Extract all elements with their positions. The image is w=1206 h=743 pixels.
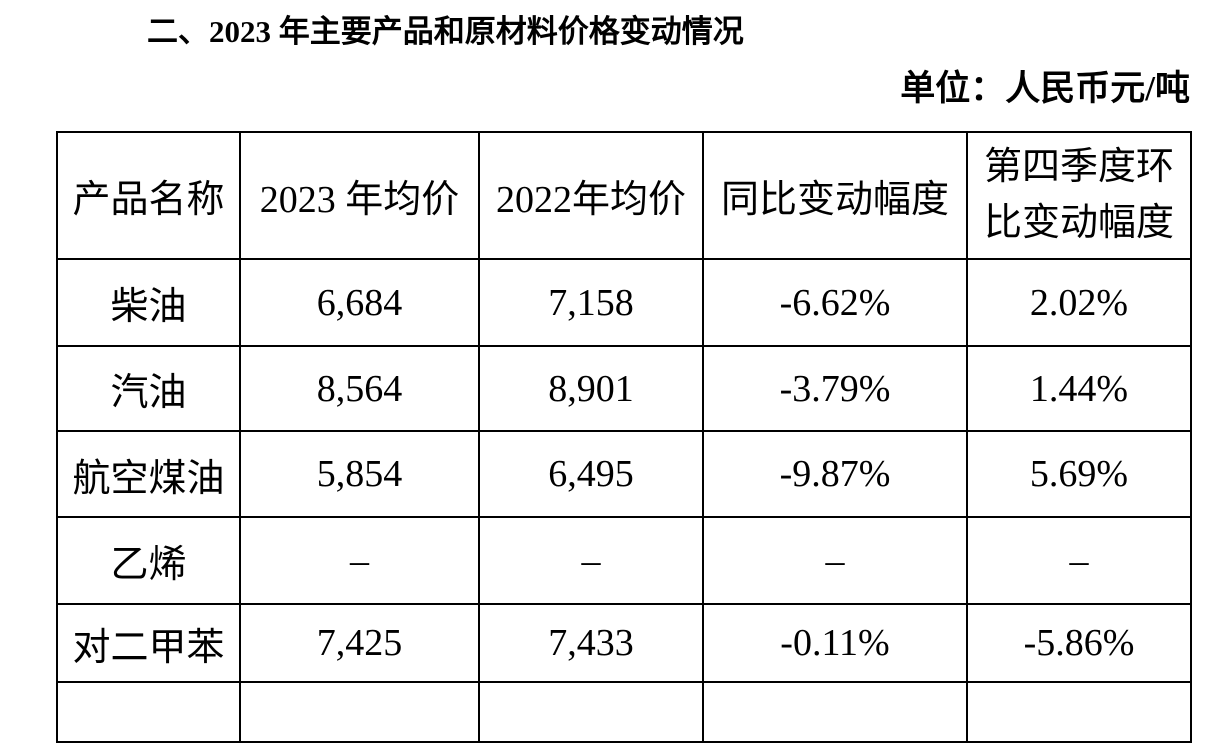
q4-qoq-change-cell: 5.69% xyxy=(966,430,1192,518)
avg-price-2023-cell: 7,425 xyxy=(239,603,480,683)
yoy-change-cell: -6.62% xyxy=(702,258,968,347)
table-row-gasoline: 汽油 8,564 8,901 -3.79% 1.44% xyxy=(56,345,1192,432)
price-table: 产品名称 2023 年均价 2022年均价 同比变动幅度 第四季度环 比变动幅度… xyxy=(56,131,1192,743)
avg-price-2022-cell: 8,901 xyxy=(478,345,704,432)
document-page: { "page": { "title": "二、2023 年主要产品和原材料价格… xyxy=(56,14,1192,743)
yoy-change-cell: -0.11% xyxy=(702,603,968,683)
avg-price-2022-cell: 7,158 xyxy=(478,258,704,347)
product-name-cell: 对二甲苯 xyxy=(56,603,241,683)
q4-qoq-change-cell: 1.44% xyxy=(966,345,1192,432)
product-name-cell: 柴油 xyxy=(56,258,241,347)
col-header-product-name: 产品名称 xyxy=(56,131,241,260)
yoy-change-cell: -3.79% xyxy=(702,345,968,432)
section-title: 二、2023 年主要产品和原材料价格变动情况 xyxy=(147,14,744,49)
q4-qoq-change-cell xyxy=(966,681,1192,743)
avg-price-2022-cell xyxy=(478,681,704,743)
q4-qoq-change-cell: -5.86% xyxy=(966,603,1192,683)
header-row: 产品名称 2023 年均价 2022年均价 同比变动幅度 第四季度环 比变动幅度 xyxy=(56,131,1192,260)
table-row-paraxylene: 对二甲苯 7,425 7,433 -0.11% -5.86% xyxy=(56,603,1192,683)
col-header-yoy-change: 同比变动幅度 xyxy=(702,131,968,260)
avg-price-2022-cell: 6,495 xyxy=(478,430,704,518)
table-row-ethylene: 乙烯 – – – – xyxy=(56,516,1192,605)
col-header-2022-avg-price: 2022年均价 xyxy=(478,131,704,260)
col-header-2023-avg-price: 2023 年均价 xyxy=(239,131,480,260)
product-name-cell xyxy=(56,681,241,743)
yoy-change-cell: – xyxy=(702,516,968,605)
table-row-diesel: 柴油 6,684 7,158 -6.62% 2.02% xyxy=(56,258,1192,347)
unit-label: 单位：人民币元/吨 xyxy=(900,69,1190,108)
q4-qoq-change-cell: – xyxy=(966,516,1192,605)
table-row-partial xyxy=(56,681,1192,743)
yoy-change-cell: -9.87% xyxy=(702,430,968,518)
avg-price-2022-cell: – xyxy=(478,516,704,605)
table-row-jet-fuel: 航空煤油 5,854 6,495 -9.87% 5.69% xyxy=(56,430,1192,518)
product-name-cell: 乙烯 xyxy=(56,516,241,605)
product-name-cell: 汽油 xyxy=(56,345,241,432)
product-name-cell: 航空煤油 xyxy=(56,430,241,518)
yoy-change-cell xyxy=(702,681,968,743)
avg-price-2023-cell: – xyxy=(239,516,480,605)
avg-price-2023-cell xyxy=(239,681,480,743)
avg-price-2023-cell: 5,854 xyxy=(239,430,480,518)
avg-price-2023-cell: 8,564 xyxy=(239,345,480,432)
col-header-q4-qoq-change: 第四季度环 比变动幅度 xyxy=(966,131,1192,260)
avg-price-2022-cell: 7,433 xyxy=(478,603,704,683)
avg-price-2023-cell: 6,684 xyxy=(239,258,480,347)
q4-qoq-change-cell: 2.02% xyxy=(966,258,1192,347)
